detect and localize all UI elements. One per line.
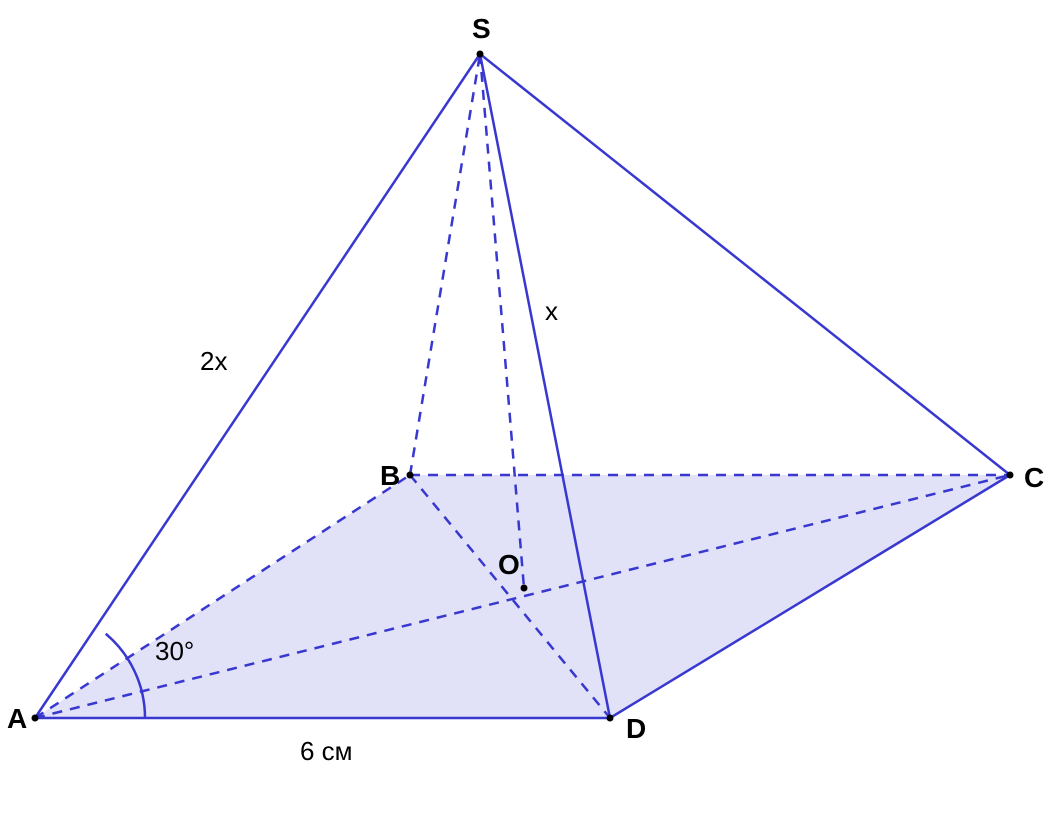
vertex-O — [521, 585, 528, 592]
vertex-label-O: O — [498, 549, 520, 580]
vertex-label-C: C — [1024, 462, 1044, 493]
angle-label: 30° — [155, 636, 194, 666]
edge-label-1: x — [545, 296, 558, 326]
vertex-label-S: S — [472, 13, 491, 44]
vertex-S — [477, 51, 484, 58]
vertex-A — [32, 715, 39, 722]
edge-C-S — [480, 54, 1010, 475]
vertex-C — [1007, 472, 1014, 479]
vertex-D — [607, 715, 614, 722]
edge-label-2: 6 см — [300, 736, 353, 766]
edge-label-0: 2x — [200, 346, 227, 376]
vertex-label-A: A — [7, 703, 27, 734]
vertex-label-B: B — [380, 460, 400, 491]
edge-B-S — [410, 54, 480, 475]
pyramid-diagram: A B C D S O 2x x 6 см 30° — [0, 0, 1048, 814]
vertex-B — [407, 472, 414, 479]
vertex-label-D: D — [626, 713, 646, 744]
